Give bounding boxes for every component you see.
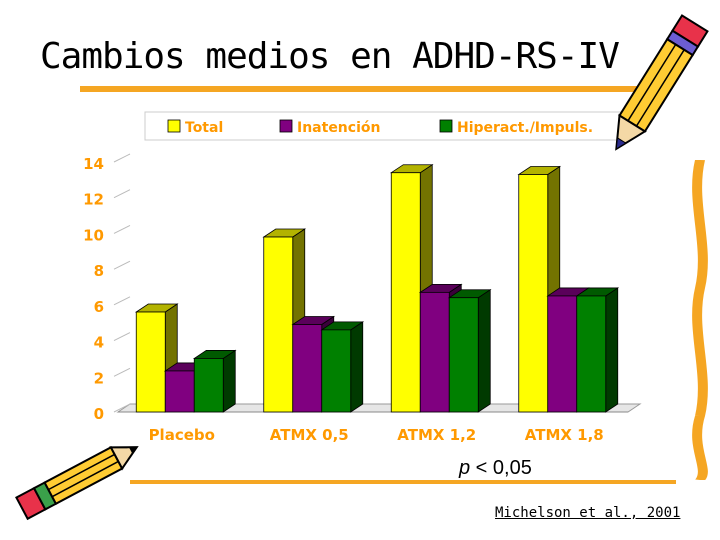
x-tick-label: ATMX 0,5 — [270, 426, 349, 444]
y-tick-label: 4 — [94, 334, 104, 352]
bar — [135, 311, 166, 413]
bar — [518, 174, 549, 413]
y-tick-mark — [113, 224, 131, 234]
pencil-icon — [615, 14, 709, 151]
y-tick-mark — [113, 153, 131, 163]
y-tick-mark — [113, 403, 131, 413]
x-tick-label: ATMX 1,8 — [525, 426, 604, 444]
legend-swatch — [167, 119, 181, 133]
p-value: p < 0,05 — [459, 457, 532, 480]
right-decoration — [692, 160, 708, 480]
bar — [448, 297, 479, 413]
bar — [193, 358, 224, 413]
y-tick-label: 0 — [94, 405, 104, 423]
bar — [547, 295, 578, 413]
x-tick-label: Placebo — [149, 426, 215, 444]
bar — [390, 172, 421, 413]
y-tick-mark — [113, 260, 131, 270]
bar-side — [477, 288, 491, 413]
y-tick-label: 8 — [94, 262, 104, 280]
bar-side — [605, 287, 619, 413]
bottom-underline — [130, 480, 676, 484]
y-tick-label: 6 — [94, 298, 104, 316]
y-tick-mark — [113, 296, 131, 306]
y-tick-mark — [113, 189, 131, 199]
x-tick-label: ATMX 1,2 — [397, 426, 476, 444]
bar — [576, 295, 607, 413]
legend-label: Inatención — [297, 120, 380, 136]
legend-label: Hiperact./Impuls. — [457, 120, 593, 136]
y-tick-mark — [113, 332, 131, 342]
bar — [419, 291, 450, 413]
citation: Michelson et al., 2001 — [495, 505, 681, 521]
bar-side — [350, 321, 364, 413]
y-tick-mark — [113, 367, 131, 377]
y-tick-label: 10 — [83, 226, 104, 244]
title-underline — [80, 86, 638, 92]
y-tick-label: 14 — [83, 155, 104, 173]
legend-swatch — [279, 119, 293, 133]
bar — [164, 370, 195, 413]
y-tick-label: 12 — [83, 191, 104, 209]
slide-title: Cambios medios en ADHD-RS-IV — [40, 36, 620, 77]
bar — [292, 324, 323, 413]
bar-side — [222, 349, 236, 413]
bar — [263, 236, 294, 413]
p-value-symbol: p — [459, 457, 471, 479]
legend-label: Total — [185, 120, 223, 136]
y-tick-label: 2 — [94, 369, 104, 387]
pencil-icon — [15, 445, 139, 521]
p-value-text: < 0,05 — [470, 457, 532, 479]
bar — [321, 329, 352, 413]
legend-swatch — [439, 119, 453, 133]
